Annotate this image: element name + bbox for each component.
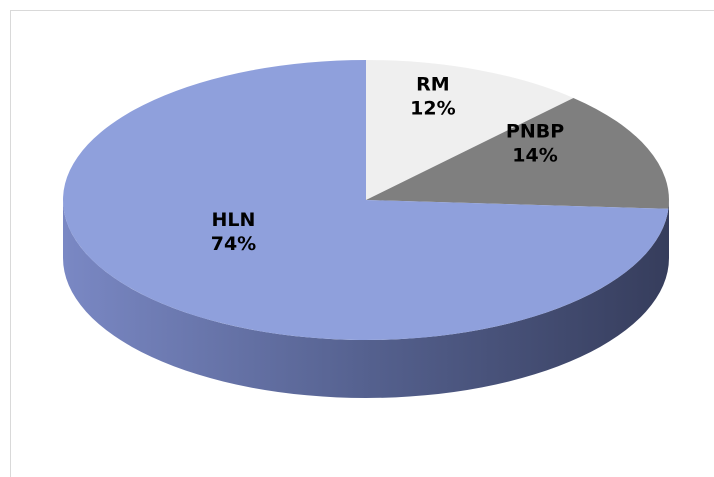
pie-slice [366, 60, 574, 200]
pie-side [63, 200, 669, 398]
slice-value-label: 14% [512, 145, 557, 167]
slice-label: HLN [212, 209, 256, 231]
slice-value-label: 12% [410, 97, 455, 119]
slice-label: RM [416, 73, 450, 95]
slice-label: PNBP [506, 121, 564, 143]
pie-slice [366, 97, 669, 209]
slice-value-label: 74% [211, 233, 256, 255]
pie-slice [63, 60, 669, 340]
